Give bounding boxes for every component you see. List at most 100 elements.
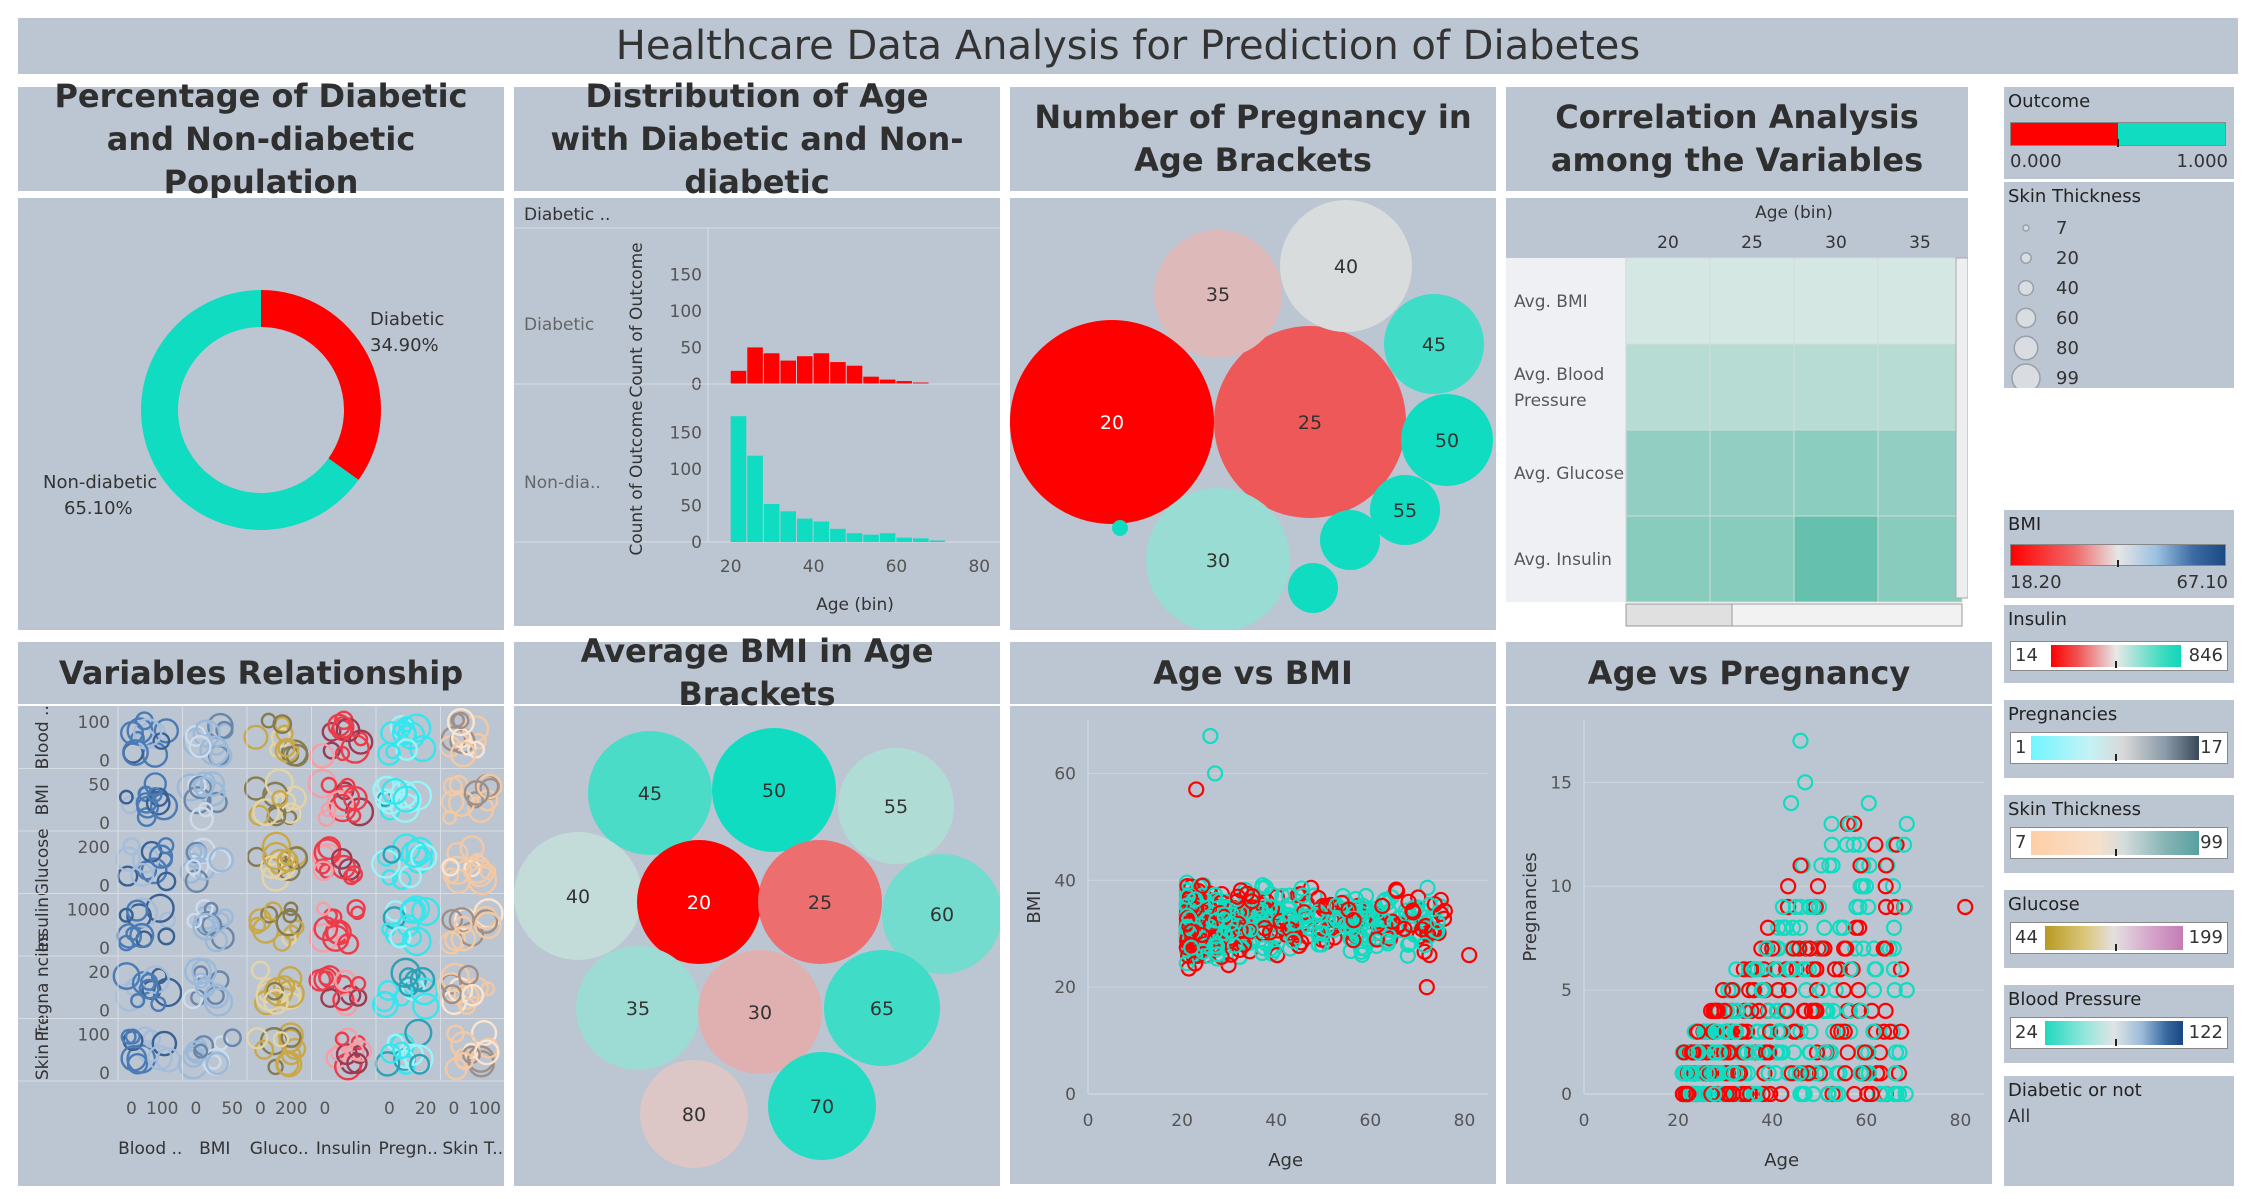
preg-bubble-label: 25 — [1298, 412, 1322, 434]
skin-size-legend-label: 7 — [2056, 218, 2067, 239]
vars-point — [199, 771, 226, 797]
insulin-legend[interactable]: Insulin 14 846 — [2004, 605, 2234, 683]
age-preg-point — [1875, 940, 1892, 957]
vars-point — [401, 780, 433, 811]
vars-point — [467, 740, 486, 759]
age-bmi-point — [1293, 880, 1310, 897]
age-preg-point — [1887, 898, 1904, 916]
skin-size-legend[interactable]: Skin Thickness 7 20 40 60 80 99 — [2004, 182, 2234, 388]
age-dist-xtick: 60 — [886, 557, 908, 577]
correlation-chart: Age (bin) 20 25 30 35 Avg. BMI Avg. Blood Press… — [1506, 198, 1969, 636]
bmi-legend[interactable]: BMI 18.20 67.10 — [2004, 510, 2234, 598]
vars-point — [263, 988, 289, 1015]
age-preg-point — [1823, 815, 1840, 832]
age-preg-point — [1791, 940, 1808, 957]
correlation-title: Correlation Analysis among the Variables — [1550, 98, 1924, 179]
age-bmi-point — [1216, 899, 1233, 916]
age-bmi-point — [1358, 900, 1375, 918]
vars-point — [151, 1030, 178, 1057]
age-preg-point — [1825, 1023, 1842, 1040]
age-bmi-point — [1280, 900, 1297, 918]
bmi-bubble — [514, 832, 642, 960]
vars-point — [390, 957, 421, 988]
pregnancies-legend-title: Pregnancies — [2008, 704, 2118, 725]
pregnancies-ramp-marker — [2115, 754, 2117, 761]
vars-point — [325, 919, 352, 946]
vars-col-label: Insulin — [316, 1139, 372, 1159]
bmi-brackets-title-box: Average BMI in Age Brackets — [514, 632, 1000, 713]
pregnancies-legend[interactable]: Pregnancies 1 17 — [2004, 700, 2234, 778]
age-bmi-point — [1183, 923, 1200, 940]
age-bmi-ytick: 40 — [1054, 871, 1076, 891]
vars-point — [321, 721, 342, 742]
bmi-ramp-marker — [2117, 560, 2119, 567]
preg-bubble — [1112, 520, 1128, 536]
vars-point — [182, 988, 203, 1010]
age-bmi-point — [1285, 932, 1302, 949]
age-preg-xtick: 40 — [1761, 1111, 1783, 1131]
bmi-bubble-label: 40 — [566, 886, 590, 908]
donut-label-non-diabetic: Non-diabetic — [43, 472, 157, 493]
vars-point — [313, 838, 342, 866]
age-preg-point — [1856, 1044, 1874, 1061]
variables-title: Variables Relationship — [58, 653, 464, 692]
preg-bubble — [1146, 488, 1290, 632]
age-bmi-point — [1421, 896, 1438, 913]
age-preg-point — [1808, 1044, 1826, 1061]
vars-col-tick: 0 — [126, 1099, 137, 1119]
insulin-legend-min: 14 — [2015, 645, 2038, 666]
vars-point — [150, 995, 167, 1012]
age-preg-point — [1877, 857, 1895, 874]
variables-title-box: Variables Relationship — [18, 642, 504, 704]
age-preg-point — [1753, 940, 1770, 957]
age-preg-point — [1699, 1065, 1716, 1082]
preg-bubble-label: 55 — [1393, 500, 1417, 522]
vars-row-label: Skin T.. — [33, 1019, 53, 1080]
age-dist-ylabel: Count of Outcome — [627, 400, 647, 555]
age-bmi-point — [1274, 887, 1291, 905]
diabetic-filter-value[interactable]: All — [2008, 1106, 2031, 1127]
blood-pressure-legend[interactable]: Blood Pressure 24 122 — [2004, 985, 2234, 1063]
age-preg-point — [1681, 1065, 1699, 1082]
age-bmi-point — [1206, 886, 1224, 903]
age-preg-point — [1785, 940, 1802, 957]
age-preg-point — [1896, 898, 1913, 916]
age-bmi-point — [1194, 926, 1211, 943]
vars-point — [193, 972, 209, 989]
age-preg-point — [1716, 1023, 1733, 1040]
age-dist-panel-header: Diabetic .. — [524, 205, 610, 225]
skin-size-legend-circle — [2011, 363, 2041, 388]
age-dist-bar — [846, 365, 863, 384]
vars-col-tick: 0 — [255, 1099, 266, 1119]
age-preg-point — [1750, 1023, 1767, 1040]
age-preg-point — [1792, 1023, 1809, 1040]
age-preg-point — [1866, 961, 1883, 978]
dashboard-title: Healthcare Data Analysis for Prediction … — [615, 23, 1641, 69]
age-bmi-point — [1318, 919, 1335, 937]
vars-point — [147, 1044, 173, 1071]
age-bmi-point — [1287, 914, 1305, 931]
vars-point — [476, 773, 503, 800]
skin-legend[interactable]: Skin Thickness 7 99 — [2004, 795, 2234, 873]
age-preg-point — [1836, 1023, 1853, 1040]
age-preg-point — [1805, 898, 1822, 916]
vars-point — [205, 1051, 229, 1076]
vars-point — [199, 735, 230, 766]
insulin-color-ramp — [2051, 645, 2181, 667]
age-preg-point — [1852, 857, 1869, 874]
outcome-legend[interactable]: Outcome 0.000 1.000 — [2004, 87, 2234, 179]
age-dist-ytick: 50 — [680, 338, 702, 358]
dashboard-header: Healthcare Data Analysis for Prediction … — [18, 18, 2238, 74]
vars-col-label: Gluco.. — [250, 1139, 309, 1159]
vars-point — [398, 976, 420, 997]
age-dist-panel: Diabetic .. Diabetic 0 50 100 150 Non-dia.. 0 50… — [514, 198, 1000, 626]
vars-point — [395, 738, 418, 761]
vars-point — [276, 1051, 303, 1078]
glucose-legend[interactable]: Glucose 44 199 — [2004, 890, 2234, 968]
diabetic-filter[interactable]: Diabetic or not All — [2004, 1076, 2234, 1186]
age-preg-point — [1767, 1065, 1784, 1082]
vars-point — [208, 847, 234, 873]
age-preg-point — [1767, 1044, 1785, 1061]
vars-point — [271, 789, 289, 807]
age-dist-bar — [730, 370, 747, 384]
